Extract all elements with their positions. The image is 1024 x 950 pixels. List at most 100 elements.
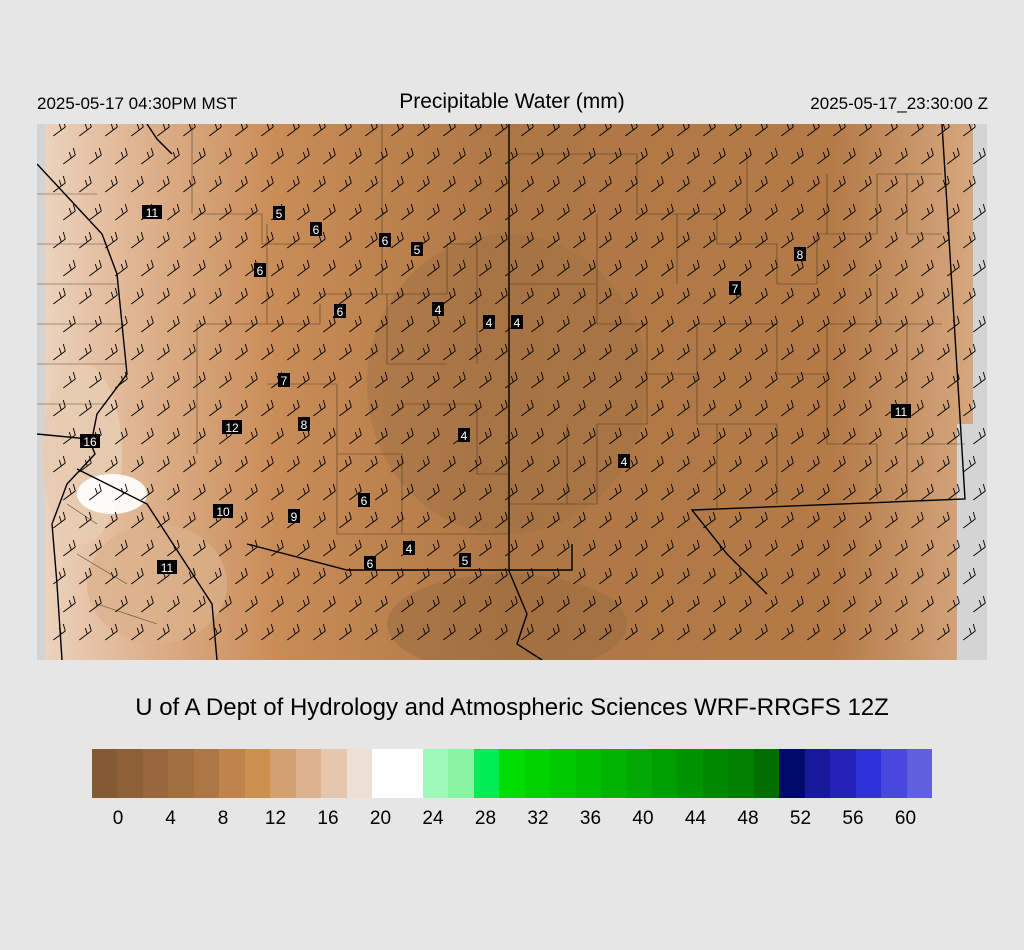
- wind-barb: [911, 567, 924, 585]
- wind-barb: [417, 175, 430, 193]
- wind-barb: [573, 511, 586, 529]
- station-value-label: 6: [382, 234, 389, 248]
- station-value-label: 4: [621, 455, 628, 469]
- wind-barb: [859, 175, 872, 193]
- wind-barb: [167, 259, 180, 277]
- wind-barb: [417, 343, 430, 361]
- wind-barb: [583, 595, 596, 613]
- wind-barb: [609, 427, 622, 445]
- colorbar-swatch: [855, 749, 882, 798]
- wind-barb: [739, 427, 752, 445]
- wind-barb: [817, 315, 830, 333]
- wind-barb: [687, 315, 700, 333]
- colorbar-tick-label: 20: [369, 808, 392, 829]
- wind-barb: [911, 623, 924, 641]
- wind-barb: [859, 567, 872, 585]
- wind-barb: [505, 539, 518, 557]
- wind-barb: [573, 343, 586, 361]
- wind-barb: [713, 371, 726, 389]
- colorbar-tick-label: 52: [789, 808, 812, 829]
- wind-barb: [157, 343, 170, 361]
- wind-barb: [89, 203, 102, 221]
- wind-barb: [869, 595, 882, 613]
- wind-barb: [755, 399, 768, 417]
- wind-barb: [807, 567, 820, 585]
- wind-barb: [323, 259, 336, 277]
- wind-barb: [131, 399, 144, 417]
- wind-barb: [453, 315, 466, 333]
- colorbar-swatch: [753, 749, 780, 798]
- wind-barb: [973, 315, 986, 333]
- station-value-label: 7: [732, 282, 739, 296]
- wind-barb: [973, 483, 986, 501]
- wind-barb: [547, 124, 560, 137]
- wind-barb: [843, 259, 856, 277]
- wind-barb: [365, 399, 378, 417]
- colorbar-swatch: [677, 749, 703, 798]
- wind-barb: [651, 231, 664, 249]
- wind-barb: [625, 231, 638, 249]
- wind-barb: [219, 259, 232, 277]
- wind-barb: [713, 539, 726, 557]
- wind-barb: [963, 231, 976, 249]
- wind-barb: [219, 315, 232, 333]
- wind-barb: [115, 483, 128, 501]
- wind-barb: [495, 511, 508, 529]
- colorbar-swatch: [830, 749, 856, 798]
- wind-barb: [287, 175, 300, 193]
- station-value-label: 16: [83, 435, 97, 449]
- wind-barb: [313, 287, 326, 305]
- wind-barb: [365, 175, 378, 193]
- wind-barb: [885, 567, 898, 585]
- wind-barb: [921, 259, 934, 277]
- wind-barb: [625, 623, 638, 641]
- wind-barb: [557, 259, 570, 277]
- wind-barb: [937, 399, 950, 417]
- wind-barb: [531, 203, 544, 221]
- colorbar-swatch: [321, 749, 347, 798]
- station-value-box: [458, 428, 470, 442]
- wind-barb: [599, 567, 612, 585]
- wind-barb: [245, 483, 258, 501]
- wind-barb: [479, 539, 492, 557]
- missing-data-east: [957, 424, 987, 660]
- wind-barb: [105, 231, 118, 249]
- wind-barb: [193, 203, 206, 221]
- wind-barb: [599, 231, 612, 249]
- wind-barb: [557, 315, 570, 333]
- wind-barb: [297, 539, 310, 557]
- wind-barb: [895, 539, 908, 557]
- wind-barb: [791, 259, 804, 277]
- wind-barb: [349, 595, 362, 613]
- wind-barb: [297, 315, 310, 333]
- station-value-box: [358, 493, 370, 507]
- wind-barb: [79, 175, 92, 193]
- wind-barb: [417, 567, 430, 585]
- wind-barb: [713, 147, 726, 165]
- wind-barb: [661, 595, 674, 613]
- wind-barb: [469, 567, 482, 585]
- station-value-box: [157, 560, 177, 574]
- colorbar-swatch: [473, 749, 500, 798]
- wind-barb: [557, 147, 570, 165]
- wind-barb: [495, 343, 508, 361]
- wind-barb: [349, 371, 362, 389]
- wind-barb: [427, 147, 440, 165]
- wind-barb: [89, 483, 102, 501]
- wind-barb: [63, 259, 76, 277]
- wind-barb: [547, 175, 560, 193]
- wind-barb: [443, 287, 456, 305]
- wind-barb: [609, 595, 622, 613]
- wind-barb: [287, 231, 300, 249]
- wind-barb: [63, 483, 76, 501]
- wind-barb: [521, 343, 534, 361]
- wind-barb: [287, 455, 300, 473]
- colorbar-swatch: [244, 749, 271, 798]
- wind-barb: [469, 343, 482, 361]
- wind-barb: [599, 175, 612, 193]
- wind-barb: [531, 483, 544, 501]
- wind-barb: [895, 483, 908, 501]
- wind-barb: [375, 595, 388, 613]
- wind-barb: [245, 147, 258, 165]
- wind-barb: [339, 399, 352, 417]
